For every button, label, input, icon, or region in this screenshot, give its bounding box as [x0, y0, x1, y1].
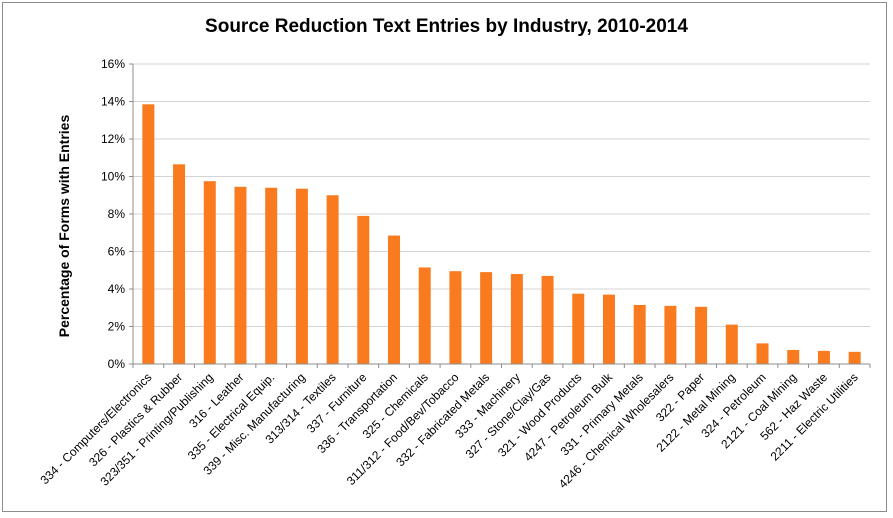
bar [848, 351, 861, 364]
bar [664, 305, 677, 365]
bar [173, 164, 186, 364]
bar [817, 350, 830, 365]
y-tick-label: 2% [108, 320, 126, 334]
bar [449, 271, 462, 364]
y-tick-label: 12% [101, 132, 125, 146]
y-axis-title: Percentage of Forms with Entries [56, 115, 72, 338]
bar [418, 267, 431, 364]
bar [510, 274, 523, 364]
bar [265, 187, 278, 364]
gridlines [133, 63, 870, 327]
bar [388, 235, 401, 364]
bar [725, 324, 738, 365]
bars [142, 104, 861, 365]
y-tick-label: 0% [108, 357, 126, 371]
bar [695, 306, 708, 364]
y-tick-label: 14% [101, 95, 125, 109]
y-tick-label: 16% [101, 57, 125, 71]
bar [572, 293, 585, 364]
bar [787, 349, 800, 364]
bar [480, 272, 493, 365]
axes [129, 63, 871, 368]
bar [756, 343, 769, 365]
x-category-label: 334 - Computers/Electronics [38, 370, 155, 487]
bar [633, 304, 646, 364]
chart-title: Source Reduction Text Entries by Industr… [205, 16, 688, 37]
bar [602, 294, 615, 365]
bar [295, 188, 308, 364]
bar [541, 275, 554, 365]
y-tick-label: 8% [108, 207, 126, 221]
bar [357, 215, 370, 365]
y-tick-label: 4% [108, 282, 126, 296]
y-tick-label: 6% [108, 245, 126, 259]
bar [234, 186, 247, 364]
bar [203, 181, 216, 364]
y-axis-ticks: 0% 2% 4% 6% 8% 10% 12% 14% 16% [101, 57, 125, 371]
y-tick-label: 10% [101, 170, 125, 184]
bar [326, 195, 339, 364]
bar [142, 104, 155, 364]
